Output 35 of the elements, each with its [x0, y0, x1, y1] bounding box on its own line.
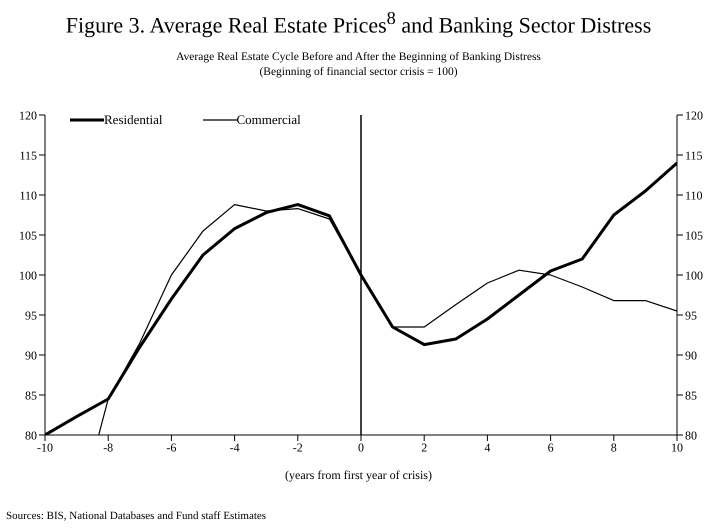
x-tick-label: 2	[421, 440, 428, 455]
x-tick-label: -2	[292, 440, 303, 455]
y-tick-label: 115	[19, 148, 37, 162]
x-tick-label: -4	[230, 440, 240, 455]
y2-tick-label: 110	[685, 188, 703, 202]
y-tick-label: 90	[25, 348, 37, 362]
x-tick-label: 6	[548, 440, 554, 455]
legend-label: Commercial	[236, 112, 301, 128]
y-tick-label: 95	[25, 308, 37, 322]
y2-tick-label: 115	[685, 148, 703, 162]
chart-subtitle: Average Real Estate Cycle Before and After the Beginning of Banking Distress (Beginning of financial sector crisis = 100)	[175, 50, 542, 80]
x-tick-label: -8	[103, 440, 114, 455]
chart-title: Figure 3. Average Real Estate Prices$^{8}$ and Banking Sector Distress	[64, 8, 652, 38]
legend-label: Residential	[104, 112, 162, 128]
y-tick-label: 85	[25, 388, 37, 402]
y-tick-label: 120	[19, 108, 37, 122]
y-tick-label: 110	[19, 188, 37, 202]
y2-tick-label: 90	[685, 348, 697, 362]
y-tick-label: 105	[19, 228, 37, 242]
y2-tick-label: 100	[685, 268, 703, 282]
y2-tick-label: 85	[685, 388, 697, 402]
x-tick-label: -6	[166, 440, 176, 455]
source-note: Sources: BIS, National Databases and Fund staff Estimates	[6, 510, 266, 522]
y-tick-label: 100	[19, 268, 37, 282]
y2-tick-label: 95	[685, 308, 697, 322]
x-tick-label: 0	[358, 440, 364, 455]
y2-tick-label: 105	[685, 228, 703, 242]
y2-tick-label: 80	[685, 428, 697, 442]
y-tick-label: 80	[25, 428, 37, 442]
x-tick-label: -10	[37, 440, 53, 455]
y2-tick-label: 120	[685, 108, 703, 122]
x-axis-title: (years from first year of crisis)	[284, 468, 433, 483]
x-tick-label: 8	[610, 440, 617, 455]
x-tick-label: 10	[671, 440, 683, 455]
x-tick-label: 4	[484, 440, 490, 455]
